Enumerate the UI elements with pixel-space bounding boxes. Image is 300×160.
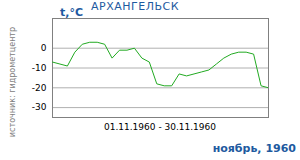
html-text:01.11.1960 - 30.11.1960: 01.11.1960 - 30.11.1960 [104,122,216,132]
html-text:ноябрь, 1960: ноябрь, 1960 [212,142,296,155]
html-text:t,°C: t,°C [60,6,83,19]
svg-text:-10: -10 [32,63,47,73]
svg-text:-30: -30 [32,102,47,112]
svg-text:0: 0 [41,43,47,53]
svg-text:-20: -20 [32,83,47,93]
html-text:АРХАНГЕЛЬСК: АРХАНГЕЛЬСК [91,0,179,13]
html-text:источник: гидрометцентр: источник: гидрометцентр [7,26,17,138]
